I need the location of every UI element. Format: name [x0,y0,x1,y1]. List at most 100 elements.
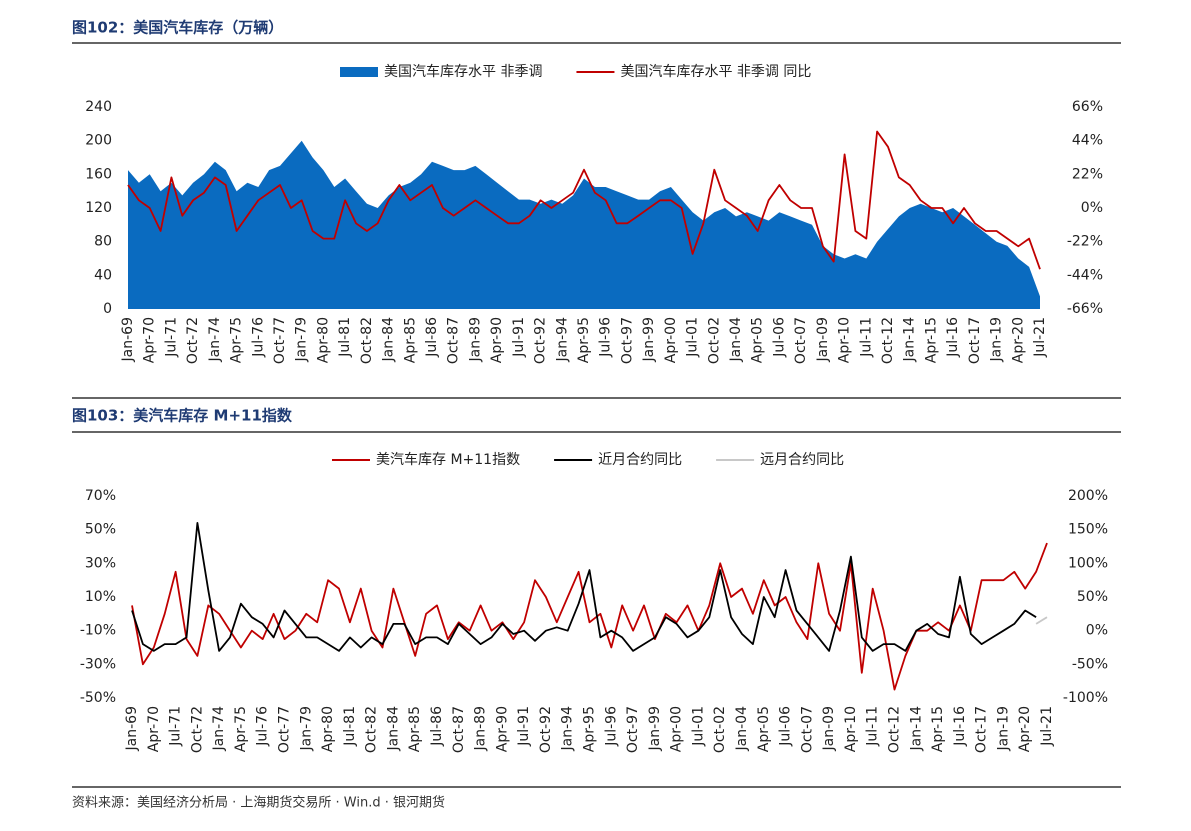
x-tick-label: Jan-09 [821,706,837,751]
x-tick-label: Jan-04 [728,317,744,363]
x-tick-label: Jul-06 [771,317,787,358]
y-tick-label: 70% [85,488,116,504]
y-tick-label: -50% [1072,656,1108,672]
x-tick-label: Apr-20 [1010,317,1026,363]
x-tick-label: Apr-75 [229,317,245,363]
x-tick-label: Jul-01 [685,317,701,358]
x-tick-label: Apr-95 [576,317,592,363]
x-tick-label: Apr-15 [923,317,939,363]
line [131,542,1048,691]
line [127,130,1041,270]
x-tick-label: Jan-79 [294,317,310,362]
x-tick-label: Oct-07 [799,706,815,753]
y-tick-label: 50% [85,522,116,538]
x-tick-label: Apr-20 [1017,706,1033,752]
x-tick-label: Jul-76 [250,317,266,358]
y-tick-label: 22% [1072,166,1103,182]
x-tick-label: Oct-12 [880,317,896,364]
x-tick-label: Apr-00 [669,706,685,752]
y-tick-label: 200% [1068,488,1108,504]
x-tick-label: Jan-89 [467,317,483,362]
y-tick-label: 0 [103,301,112,317]
x-tick-label: Oct-02 [712,706,728,753]
x-tick-label: Oct-77 [272,317,288,364]
y-tick-label: 100% [1068,555,1108,571]
x-tick-label: Jul-21 [1032,317,1048,358]
x-tick-label: Jul-16 [945,317,961,358]
y-tick-label: -50% [80,690,116,706]
x-tick-label: Apr-80 [320,706,336,752]
legend-swatch [340,67,378,77]
x-tick-label: Jul-96 [603,706,619,747]
source: 资料来源：美国经济分析局 · 上海期货交易所 · Win.d · 银河期货 [72,795,445,811]
x-tick-label: Jul-91 [516,706,532,747]
x-tick-label: Jan-99 [641,317,657,362]
x-tick-label: Jul-96 [598,317,614,358]
x-tick-label: Jan-74 [211,706,227,752]
x-tick-label: Oct-92 [533,317,549,364]
y-tick-label: 40 [94,267,112,283]
x-tick-label: Jan-94 [560,706,576,752]
x-tick-label: Apr-10 [837,317,853,363]
x-tick-label: Jul-01 [690,706,706,747]
x-tick-label: Jan-09 [815,317,831,362]
x-tick-label: Jul-76 [255,706,271,747]
x-tick-label: Oct-87 [446,317,462,364]
legend-label: 近月合约同比 [598,452,682,468]
x-tick-label: Jul-71 [168,706,184,747]
y-tick-label: 150% [1068,522,1108,538]
x-tick-label: Oct-02 [706,317,722,364]
legend-label: 美国汽车库存水平 非季调 [384,63,542,80]
x-tick-label: Apr-85 [407,706,423,752]
chart-title: 图103：美汽车库存 M+11指数 [72,407,293,425]
x-tick-label: Oct-17 [967,317,983,364]
x-tick-label: Jul-86 [429,706,445,747]
x-tick-label: Jan-69 [124,706,140,751]
x-tick-label: Apr-90 [494,706,510,752]
x-tick-label: Jan-69 [120,317,136,362]
x-tick-label: Jan-14 [908,706,924,752]
x-tick-label: Apr-15 [930,706,946,752]
x-tick-label: Jul-81 [342,706,358,747]
y-tick-label: 200 [85,133,112,149]
y-tick-label: -66% [1067,301,1103,317]
y-tick-label: -10% [80,623,116,639]
x-tick-label: Apr-70 [142,317,158,363]
y-tick-label: 30% [85,555,116,571]
x-tick-label: Jan-84 [381,317,397,363]
x-tick-label: Jan-19 [989,317,1005,362]
x-tick-label: Oct-12 [887,706,903,753]
x-tick-label: Oct-07 [793,317,809,364]
x-tick-label: Apr-00 [663,317,679,363]
x-tick-label: Jan-19 [995,706,1011,751]
x-tick-label: Jan-99 [647,706,663,751]
x-tick-label: Jan-84 [385,706,401,752]
x-tick-label: Oct-92 [538,706,554,753]
y-tick-label: -30% [80,656,116,672]
x-tick-label: Oct-97 [619,317,635,364]
x-tick-label: Apr-10 [843,706,859,752]
x-tick-label: Oct-97 [625,706,641,753]
x-tick-label: Jul-16 [952,706,968,747]
x-tick-label: Jan-89 [473,706,489,751]
x-tick-label: Jul-71 [163,317,179,358]
y-tick-label: 66% [1072,99,1103,115]
y-tick-label: 50% [1077,589,1108,605]
x-tick-label: Jan-94 [554,317,570,363]
x-tick-label: Apr-70 [146,706,162,752]
x-tick-label: Apr-75 [233,706,249,752]
legend-label: 美国汽车库存水平 非季调 同比 [620,63,811,80]
legend-label: 美汽车库存 M+11指数 [376,451,520,468]
y-tick-label: -22% [1067,234,1103,250]
area [128,140,1040,309]
x-tick-label: Oct-72 [189,706,205,753]
x-tick-label: Jan-74 [207,317,223,363]
y-tick-label: -44% [1067,267,1103,283]
legend-label: 远月合约同比 [760,452,844,468]
y-tick-label: 10% [85,589,116,605]
x-tick-label: Jul-11 [858,317,874,358]
y-tick-label: 44% [1072,133,1103,149]
line [131,522,1037,652]
y-tick-label: 240 [85,99,112,115]
